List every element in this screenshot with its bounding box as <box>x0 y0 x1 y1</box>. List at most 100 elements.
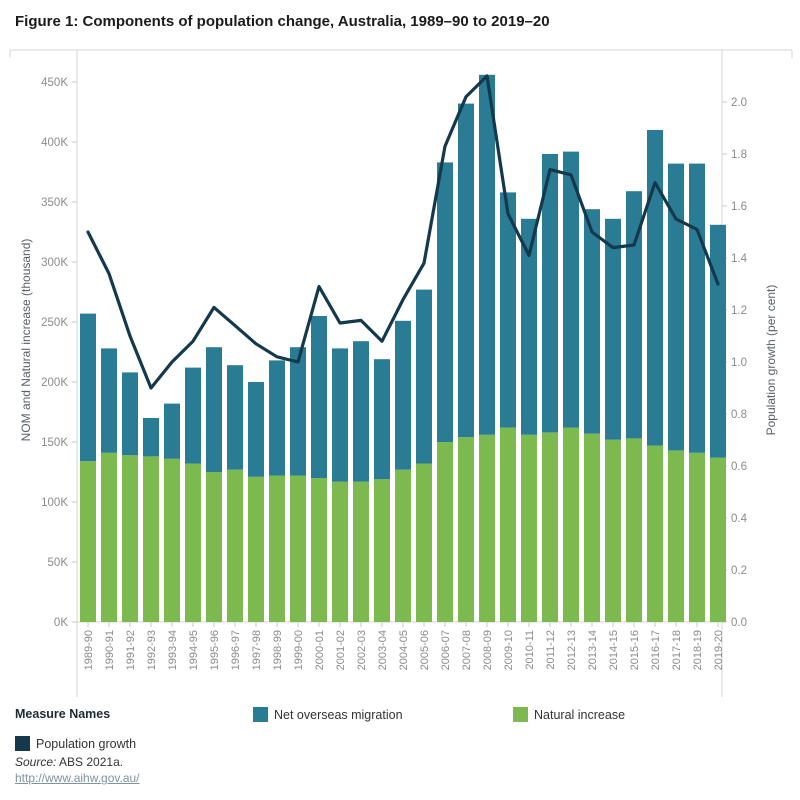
bar-natural-increase[interactable] <box>479 434 495 622</box>
bar-natural-increase[interactable] <box>605 439 621 622</box>
x-tick-label: 1998-99 <box>272 630 284 670</box>
source-link[interactable]: http://www.aihw.gov.au/ <box>15 771 140 785</box>
legend-item-net-overseas-migration[interactable]: Net overseas migration <box>253 707 403 722</box>
bar-net-overseas-migration[interactable] <box>521 218 537 435</box>
bar-natural-increase[interactable] <box>416 463 432 622</box>
left-tick-label: 0K <box>54 617 68 629</box>
bar-natural-increase[interactable] <box>122 455 138 622</box>
bar-net-overseas-migration[interactable] <box>185 367 201 464</box>
left-tick-label: 300K <box>41 257 68 269</box>
bar-net-overseas-migration[interactable] <box>290 347 306 476</box>
bar-net-overseas-migration[interactable] <box>122 372 138 456</box>
left-axis-ticks: 0K 50K 100K 150K 200K 250K 300K 350K 400K 450K <box>41 77 77 629</box>
bar-natural-increase[interactable] <box>647 445 663 622</box>
bar-net-overseas-migration[interactable] <box>668 163 684 451</box>
bar-natural-increase[interactable] <box>80 461 96 622</box>
figure-title: Figure 1: Components of population chang… <box>15 13 550 30</box>
bar-natural-increase[interactable] <box>437 442 453 622</box>
legend-item-natural-increase[interactable]: Natural increase <box>513 707 625 722</box>
bar-natural-increase[interactable] <box>458 437 474 622</box>
left-tick-label: 350K <box>41 197 68 209</box>
bar-net-overseas-migration[interactable] <box>689 163 705 453</box>
right-tick-label: 0.4 <box>731 513 748 525</box>
x-tick-label: 2019-20 <box>713 630 725 670</box>
bar-net-overseas-migration[interactable] <box>710 224 726 458</box>
legend-title: Measure Names <box>15 707 111 721</box>
bar-net-overseas-migration[interactable] <box>101 348 117 453</box>
bar-net-overseas-migration[interactable] <box>626 191 642 439</box>
right-tick-label: 1.8 <box>731 149 747 161</box>
source-link-row: http://www.aihw.gov.au/ <box>15 771 140 785</box>
bar-net-overseas-migration[interactable] <box>332 348 348 482</box>
right-tick-label: 1.2 <box>731 305 747 317</box>
left-tick-label: 400K <box>41 137 68 149</box>
bar-natural-increase[interactable] <box>689 452 705 622</box>
net-overseas-migration-swatch <box>253 707 268 722</box>
bar-net-overseas-migration[interactable] <box>374 359 390 480</box>
right-tick-label: 0.0 <box>731 617 747 629</box>
legend-item-population-growth[interactable]: Population growth <box>15 736 136 751</box>
right-tick-label: 1.4 <box>731 253 748 265</box>
bar-natural-increase[interactable] <box>626 438 642 622</box>
bar-natural-increase[interactable] <box>206 472 222 622</box>
bar-natural-increase[interactable] <box>353 481 369 622</box>
x-tick-label: 2014-15 <box>608 630 620 670</box>
bar-net-overseas-migration[interactable] <box>80 313 96 462</box>
bar-net-overseas-migration[interactable] <box>248 382 264 477</box>
bar-natural-increase[interactable] <box>311 478 327 622</box>
bar-natural-increase[interactable] <box>395 469 411 622</box>
bar-natural-increase[interactable] <box>710 457 726 622</box>
bar-net-overseas-migration[interactable] <box>395 320 411 470</box>
source-text: Source: ABS 2021a. <box>15 755 123 769</box>
bar-natural-increase[interactable] <box>584 433 600 622</box>
source-citation: ABS 2021a. <box>56 755 124 769</box>
legend-label: Population growth <box>36 736 137 751</box>
bar-natural-increase[interactable] <box>290 475 306 622</box>
x-tick-label: 1991-92 <box>125 630 137 670</box>
bar-net-overseas-migration[interactable] <box>227 365 243 470</box>
bar-net-overseas-migration[interactable] <box>311 316 327 478</box>
left-tick-label: 450K <box>41 77 68 89</box>
bar-natural-increase[interactable] <box>101 452 117 622</box>
population-growth-line[interactable] <box>86 74 720 390</box>
bar-natural-increase[interactable] <box>269 475 285 622</box>
natural-increase-swatch <box>513 707 528 722</box>
bar-natural-increase[interactable] <box>143 456 159 622</box>
bar-net-overseas-migration[interactable] <box>605 218 621 440</box>
bar-natural-increase[interactable] <box>500 427 516 622</box>
left-tick-label: 150K <box>41 437 68 449</box>
bar-natural-increase[interactable] <box>668 450 684 622</box>
right-tick-label: 0.6 <box>731 461 747 473</box>
bar-net-overseas-migration[interactable] <box>143 418 159 457</box>
bar-net-overseas-migration[interactable] <box>353 341 369 482</box>
bar-net-overseas-migration[interactable] <box>584 209 600 434</box>
bar-net-overseas-migration[interactable] <box>206 347 222 472</box>
bar-net-overseas-migration[interactable] <box>458 103 474 438</box>
bar-natural-increase[interactable] <box>521 434 537 622</box>
population-growth-swatch <box>15 736 30 751</box>
x-tick-label: 2017-18 <box>671 630 683 670</box>
bar-natural-increase[interactable] <box>227 469 243 622</box>
bar-natural-increase[interactable] <box>332 481 348 622</box>
bar-natural-increase[interactable] <box>185 463 201 622</box>
right-tick-label: 0.8 <box>731 409 747 421</box>
x-tick-label: 1990-91 <box>104 630 116 670</box>
bar-natural-increase[interactable] <box>563 427 579 622</box>
bar-net-overseas-migration[interactable] <box>647 130 663 446</box>
bar-net-overseas-migration[interactable] <box>479 74 495 435</box>
bar-natural-increase[interactable] <box>164 458 180 622</box>
bar-net-overseas-migration[interactable] <box>416 289 432 464</box>
source-prefix: Source: <box>15 755 57 769</box>
bar-natural-increase[interactable] <box>374 479 390 622</box>
bar-natural-increase[interactable] <box>542 432 558 622</box>
bar-net-overseas-migration[interactable] <box>164 403 180 459</box>
bar-natural-increase[interactable] <box>248 476 264 622</box>
bar-net-overseas-migration[interactable] <box>542 154 558 433</box>
bar-net-overseas-migration[interactable] <box>500 192 516 428</box>
bar-net-overseas-migration[interactable] <box>269 360 285 476</box>
x-tick-label: 2011-12 <box>545 630 557 670</box>
bar-net-overseas-migration[interactable] <box>437 162 453 442</box>
bar-net-overseas-migration[interactable] <box>563 151 579 428</box>
